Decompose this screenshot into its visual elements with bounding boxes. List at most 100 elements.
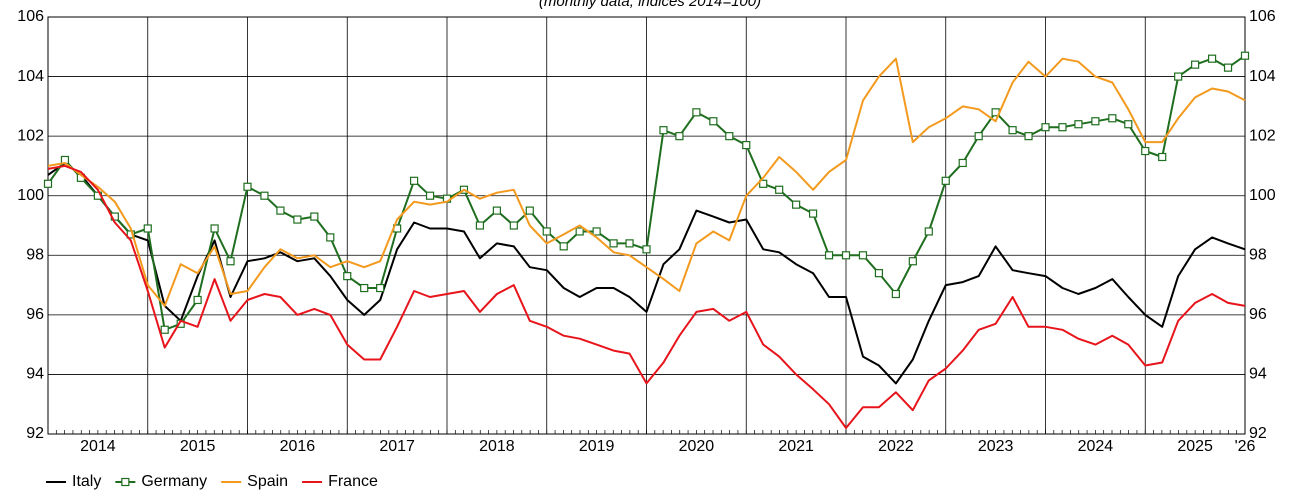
series-marker [243, 182, 252, 191]
series-marker [425, 191, 435, 200]
series-marker [559, 242, 568, 251]
y-tick-label: 92 [26, 425, 44, 442]
series-marker [908, 257, 917, 266]
series-marker [1223, 63, 1233, 72]
x-tick-label: 2014 [80, 438, 116, 455]
series-marker [193, 295, 202, 305]
y-tick-label: 98 [26, 247, 44, 264]
y-tick-label: 102 [17, 127, 44, 144]
series-marker [858, 251, 868, 260]
series-marker [360, 283, 369, 293]
series-marker [1174, 72, 1183, 81]
series-marker [226, 257, 235, 266]
series-marker [725, 132, 734, 141]
series-marker [675, 132, 684, 141]
series-marker [1008, 126, 1017, 135]
series-marker [276, 206, 285, 215]
series-marker [1124, 120, 1133, 129]
series-marker [642, 245, 651, 254]
series-line [47, 164, 1246, 429]
series-marker [260, 191, 269, 200]
series-marker [525, 206, 534, 215]
series-marker [941, 176, 950, 185]
series-line [47, 162, 1246, 385]
series-marker [492, 206, 501, 215]
x-tick-label: 2019 [579, 438, 615, 455]
series-marker [1207, 54, 1217, 63]
x-tick-label: 2018 [479, 438, 515, 455]
y2-tick-label: 94 [1249, 366, 1267, 383]
series-marker [974, 132, 983, 141]
series-marker [1024, 132, 1033, 141]
series-marker [1141, 146, 1150, 156]
series-marker [659, 126, 668, 135]
series-marker [293, 215, 302, 224]
y2-tick-label: 106 [1249, 8, 1276, 25]
series-marker [924, 227, 933, 236]
y-tick-label: 94 [26, 366, 44, 383]
series-marker [1191, 60, 1200, 69]
series-marker [759, 179, 768, 188]
series-marker [509, 221, 518, 230]
series-marker [692, 108, 701, 117]
y2-tick-label: 102 [1249, 127, 1276, 144]
series-marker [841, 251, 851, 260]
x-tick-label: '26 [1235, 438, 1256, 455]
x-tick-label: 2022 [878, 438, 914, 455]
legend-label: Spain [247, 473, 288, 490]
series-marker [343, 272, 352, 281]
y-tick-label: 96 [26, 306, 44, 323]
plot-frame [47, 16, 1246, 435]
series-marker [709, 117, 718, 126]
series-marker [326, 233, 335, 242]
series-marker [160, 325, 169, 334]
chart-subtitle: (monthly data; indices 2014=100) [539, 0, 761, 10]
legend-marker [121, 477, 130, 487]
x-tick-label: 2015 [180, 438, 216, 455]
series-marker [1074, 120, 1083, 129]
series-marker [592, 227, 601, 236]
y-tick-label: 100 [17, 187, 44, 204]
series-marker [542, 227, 551, 236]
series-marker [143, 224, 152, 233]
series-marker [958, 158, 967, 168]
series-marker [575, 227, 584, 236]
series-marker [891, 289, 900, 299]
x-tick-label: 2023 [978, 438, 1014, 455]
series-marker [792, 200, 801, 209]
series-marker [409, 176, 419, 185]
x-tick-label: 2021 [778, 438, 814, 455]
series-marker [210, 224, 219, 233]
series-marker [376, 283, 385, 293]
legend-label: France [328, 473, 378, 490]
series-marker [310, 212, 319, 221]
legend-label: Germany [141, 473, 207, 490]
series-marker [625, 239, 634, 248]
series-marker [874, 269, 884, 278]
x-tick-label: 2017 [379, 438, 415, 455]
x-tick-label: 2020 [679, 438, 715, 455]
x-tick-label: 2016 [280, 438, 316, 455]
series-marker [775, 185, 784, 194]
x-tick-label: 2024 [1078, 438, 1114, 455]
series-marker [475, 221, 485, 230]
y2-tick-label: 104 [1249, 68, 1276, 85]
series-marker [1240, 51, 1250, 60]
y-tick-label: 106 [17, 8, 44, 25]
series-marker [1041, 123, 1050, 132]
y2-tick-label: 100 [1249, 187, 1276, 204]
y2-tick-label: 98 [1249, 247, 1267, 264]
series-marker [1091, 117, 1100, 126]
series-line [47, 57, 1246, 307]
series-marker [1158, 152, 1167, 162]
y2-tick-label: 96 [1249, 306, 1267, 323]
series-marker [609, 239, 618, 248]
series-marker [43, 179, 53, 188]
series-marker [1108, 114, 1117, 123]
y2-tick-label: 92 [1249, 425, 1267, 442]
series-marker [808, 209, 818, 218]
y-tick-label: 104 [17, 68, 44, 85]
series-marker [1058, 123, 1067, 132]
legend-label: Italy [72, 473, 101, 490]
